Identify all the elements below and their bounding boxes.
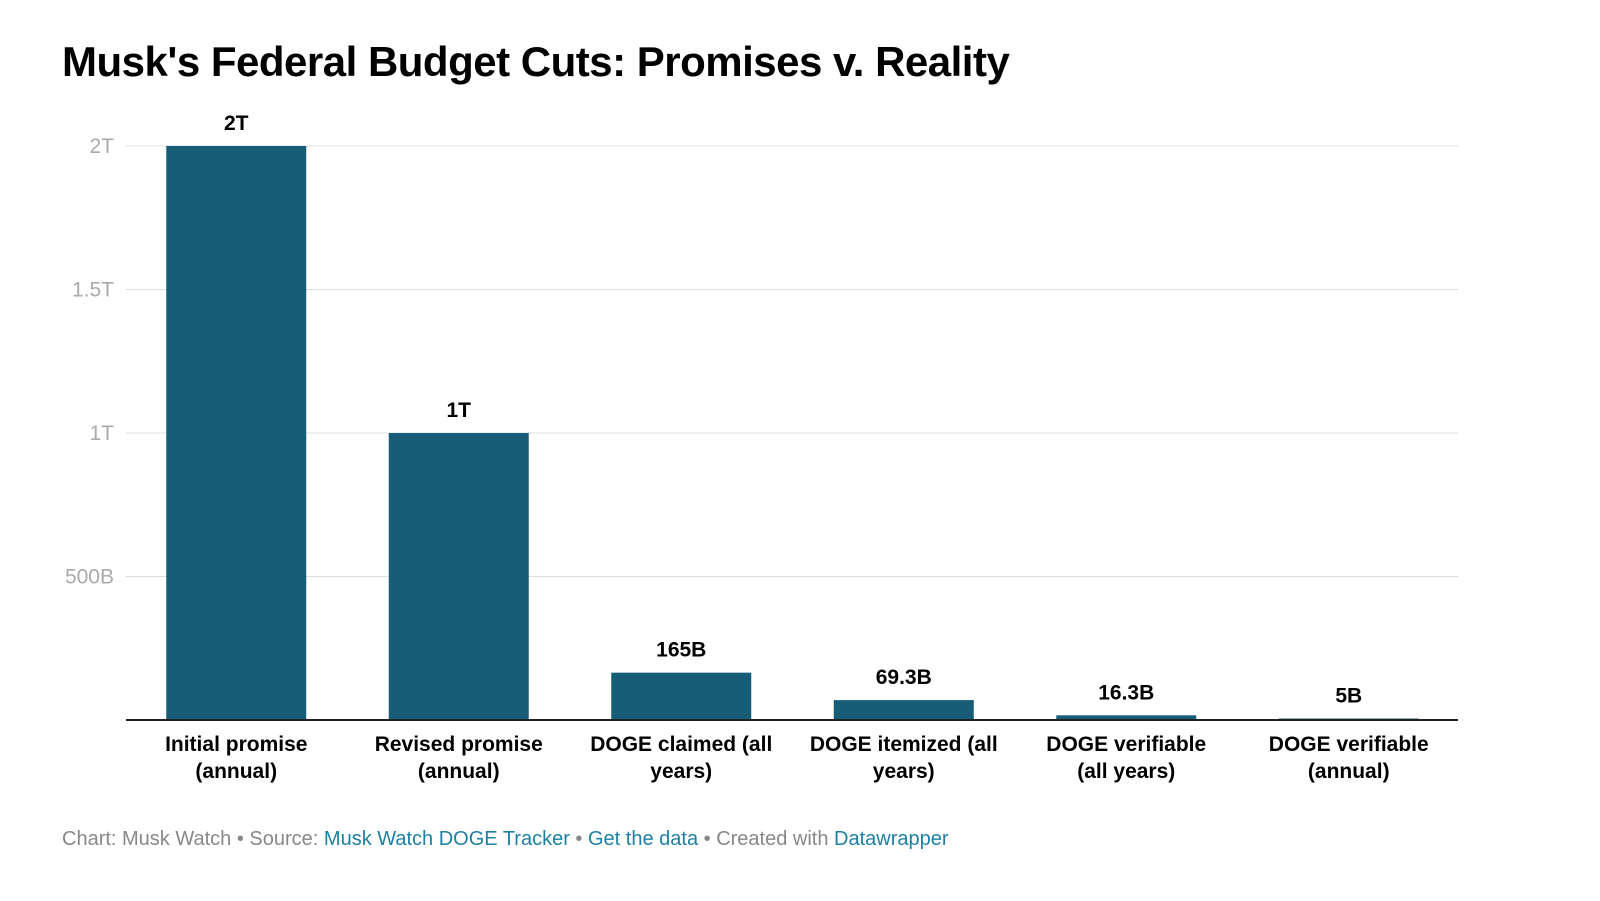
category-label: years) — [873, 760, 935, 783]
category-label: DOGE claimed (all — [590, 733, 772, 756]
category-label: (annual) — [1308, 760, 1390, 783]
datawrapper-link[interactable]: Datawrapper — [834, 828, 949, 850]
source-prefix: Source: — [249, 828, 324, 850]
footer-separator: • — [698, 828, 717, 850]
bar-chart: 500B 1T 1.5T 2T 2T 1T 165B 69.3B 16.3B 5B Initia… — [65, 112, 1458, 783]
bar — [166, 146, 307, 720]
value-labels: 2T 1T 165B 69.3B 16.3B 5B — [224, 112, 1362, 708]
gridlines — [126, 145, 1458, 577]
category-label: (all years) — [1077, 760, 1175, 783]
bar-value-label: 69.3B — [876, 666, 932, 689]
chart-credit: Chart: Musk Watch — [62, 828, 232, 850]
y-tick-label: 1.5T — [72, 279, 114, 302]
bar — [611, 672, 752, 720]
category-label: Initial promise — [165, 733, 307, 756]
created-prefix: Created with — [716, 828, 835, 850]
y-tick-label: 500B — [65, 566, 114, 589]
bar-value-label: 5B — [1335, 685, 1362, 708]
bar-value-label: 16.3B — [1098, 681, 1154, 704]
y-tick-label: 2T — [89, 135, 114, 158]
category-label: (annual) — [418, 760, 500, 783]
category-label: DOGE verifiable — [1046, 733, 1206, 756]
chart-title: Musk's Federal Budget Cuts: Promises v. … — [62, 38, 1010, 85]
bar — [833, 700, 974, 720]
footer-separator: • — [569, 828, 588, 850]
category-label: DOGE verifiable — [1269, 733, 1429, 756]
y-axis-tick-labels: 500B 1T 1.5T 2T — [65, 135, 114, 589]
category-label: Revised promise — [375, 733, 543, 756]
bars — [166, 146, 1419, 720]
chart-footer: Chart: Musk Watch • Source: Musk Watch D… — [62, 828, 949, 851]
y-tick-label: 1T — [89, 422, 114, 445]
bar-value-label: 2T — [224, 112, 249, 135]
bar — [1056, 715, 1197, 720]
category-label: DOGE itemized (all — [810, 733, 998, 756]
bar-value-label: 1T — [446, 399, 471, 422]
category-labels: Initial promise (annual) Revised promise (a… — [165, 733, 1429, 783]
source-link[interactable]: Musk Watch DOGE Tracker — [323, 828, 570, 850]
bar — [388, 433, 529, 720]
get-data-link[interactable]: Get the data — [588, 828, 699, 850]
category-label: years) — [650, 760, 712, 783]
bar-value-label: 165B — [656, 639, 706, 662]
footer-separator: • — [231, 828, 250, 850]
category-label: (annual) — [195, 760, 277, 783]
